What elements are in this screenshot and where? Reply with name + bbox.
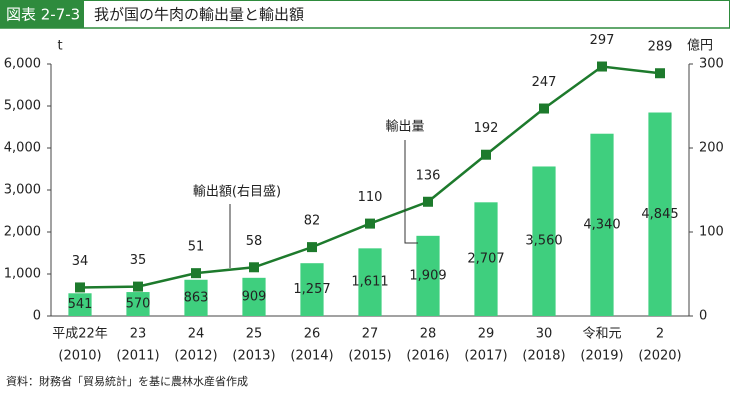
- bar-value-label: 1,611: [351, 275, 388, 290]
- x-tick-year: (2012): [174, 349, 217, 364]
- bar: [126, 292, 150, 316]
- series-annotation: 輸出量: [385, 120, 424, 135]
- line-marker: [539, 103, 549, 114]
- line-value-label: 110: [358, 190, 383, 205]
- bar-value-label: 3,560: [525, 234, 562, 249]
- bar-value-label: 4,340: [583, 217, 620, 232]
- bar-value-label: 1,257: [293, 282, 330, 297]
- bar: [416, 235, 440, 316]
- line-value-label: 297: [590, 33, 615, 48]
- x-tick-label: 平成22年: [52, 327, 108, 342]
- x-tick-year: (2017): [464, 349, 507, 364]
- x-tick-label: 30: [536, 327, 553, 342]
- y-tick-label: 2,000: [4, 225, 41, 240]
- x-tick-year: (2014): [290, 349, 333, 364]
- bar: [184, 279, 208, 316]
- x-tick-year: (2011): [116, 349, 159, 364]
- x-tick-label: 2: [656, 327, 664, 342]
- bar: [474, 202, 498, 316]
- y-tick-label: 3,000: [4, 183, 41, 198]
- bar: [532, 166, 556, 316]
- line-marker: [75, 282, 85, 293]
- x-tick-year: (2019): [580, 349, 623, 364]
- x-tick-label: 23: [130, 327, 147, 342]
- bar: [358, 248, 382, 316]
- bar-value-label: 1,909: [409, 268, 446, 283]
- x-tick-label: 29: [478, 327, 495, 342]
- y2-tick-label: 0: [699, 309, 707, 324]
- y2-axis-label: 億円: [687, 38, 713, 54]
- line-marker: [597, 61, 607, 72]
- x-tick-year: (2010): [58, 349, 101, 364]
- x-tick-label: 27: [362, 327, 379, 342]
- x-tick-year: (2020): [638, 349, 681, 364]
- bar: [648, 112, 672, 316]
- bar: [300, 263, 324, 316]
- line-marker: [191, 268, 201, 279]
- x-tick-year: (2018): [522, 349, 565, 364]
- y-tick-label: 5,000: [4, 99, 41, 114]
- x-tick-label: 26: [304, 327, 321, 342]
- y-tick-label: 6,000: [4, 57, 41, 72]
- header-label: 図表 2-7-3: [6, 6, 80, 24]
- line-marker: [481, 149, 491, 160]
- line-value-label: 35: [130, 253, 147, 268]
- y-axis-label: t: [57, 39, 62, 54]
- line-marker: [307, 242, 317, 253]
- bar: [242, 277, 266, 316]
- line-value-label: 51: [188, 240, 205, 255]
- line-marker: [249, 262, 259, 273]
- bar: [590, 133, 614, 316]
- y2-tick-label: 200: [699, 141, 724, 156]
- line-value-label: 82: [304, 214, 321, 229]
- line-value-label: 58: [246, 234, 263, 249]
- bar-value-label: 4,845: [641, 207, 678, 222]
- bar-value-label: 570: [126, 297, 151, 312]
- bar-value-label: 2,707: [467, 252, 504, 267]
- y-tick-label: 4,000: [4, 141, 41, 156]
- source-note: 資料：財務省「貿易統計」を基に農林水産省作成: [6, 374, 248, 388]
- y-tick-label: 0: [33, 309, 41, 324]
- series-annotation: 輸出額(右目盛): [193, 185, 281, 200]
- annotation-leader: [404, 140, 418, 244]
- bar: [68, 293, 92, 316]
- x-tick-label: 令和元: [582, 327, 621, 342]
- header-title: 我が国の牛肉の輸出量と輸出額: [94, 6, 304, 24]
- x-tick-label: 24: [188, 327, 205, 342]
- x-tick-label: 25: [246, 327, 263, 342]
- x-tick-year: (2013): [232, 349, 275, 364]
- y-tick-label: 1,000: [4, 267, 41, 282]
- line-marker: [655, 68, 665, 79]
- line-marker: [423, 196, 433, 207]
- header-label-box: [0, 0, 84, 28]
- y2-tick-label: 300: [699, 57, 724, 72]
- line-marker: [365, 218, 375, 229]
- bar-value-label: 863: [184, 290, 209, 305]
- bar-value-label: 909: [242, 289, 267, 304]
- x-tick-year: (2016): [406, 349, 449, 364]
- bar-value-label: 541: [68, 297, 93, 312]
- x-tick-label: 28: [420, 327, 437, 342]
- line-value-label: 34: [72, 254, 89, 269]
- line-marker: [133, 281, 143, 292]
- line-value-label: 192: [474, 121, 499, 136]
- line-value-label: 136: [416, 168, 441, 183]
- line-value-label: 247: [532, 75, 557, 90]
- y2-tick-label: 100: [699, 225, 724, 240]
- x-tick-year: (2015): [348, 349, 391, 364]
- line-value-label: 289: [648, 40, 673, 55]
